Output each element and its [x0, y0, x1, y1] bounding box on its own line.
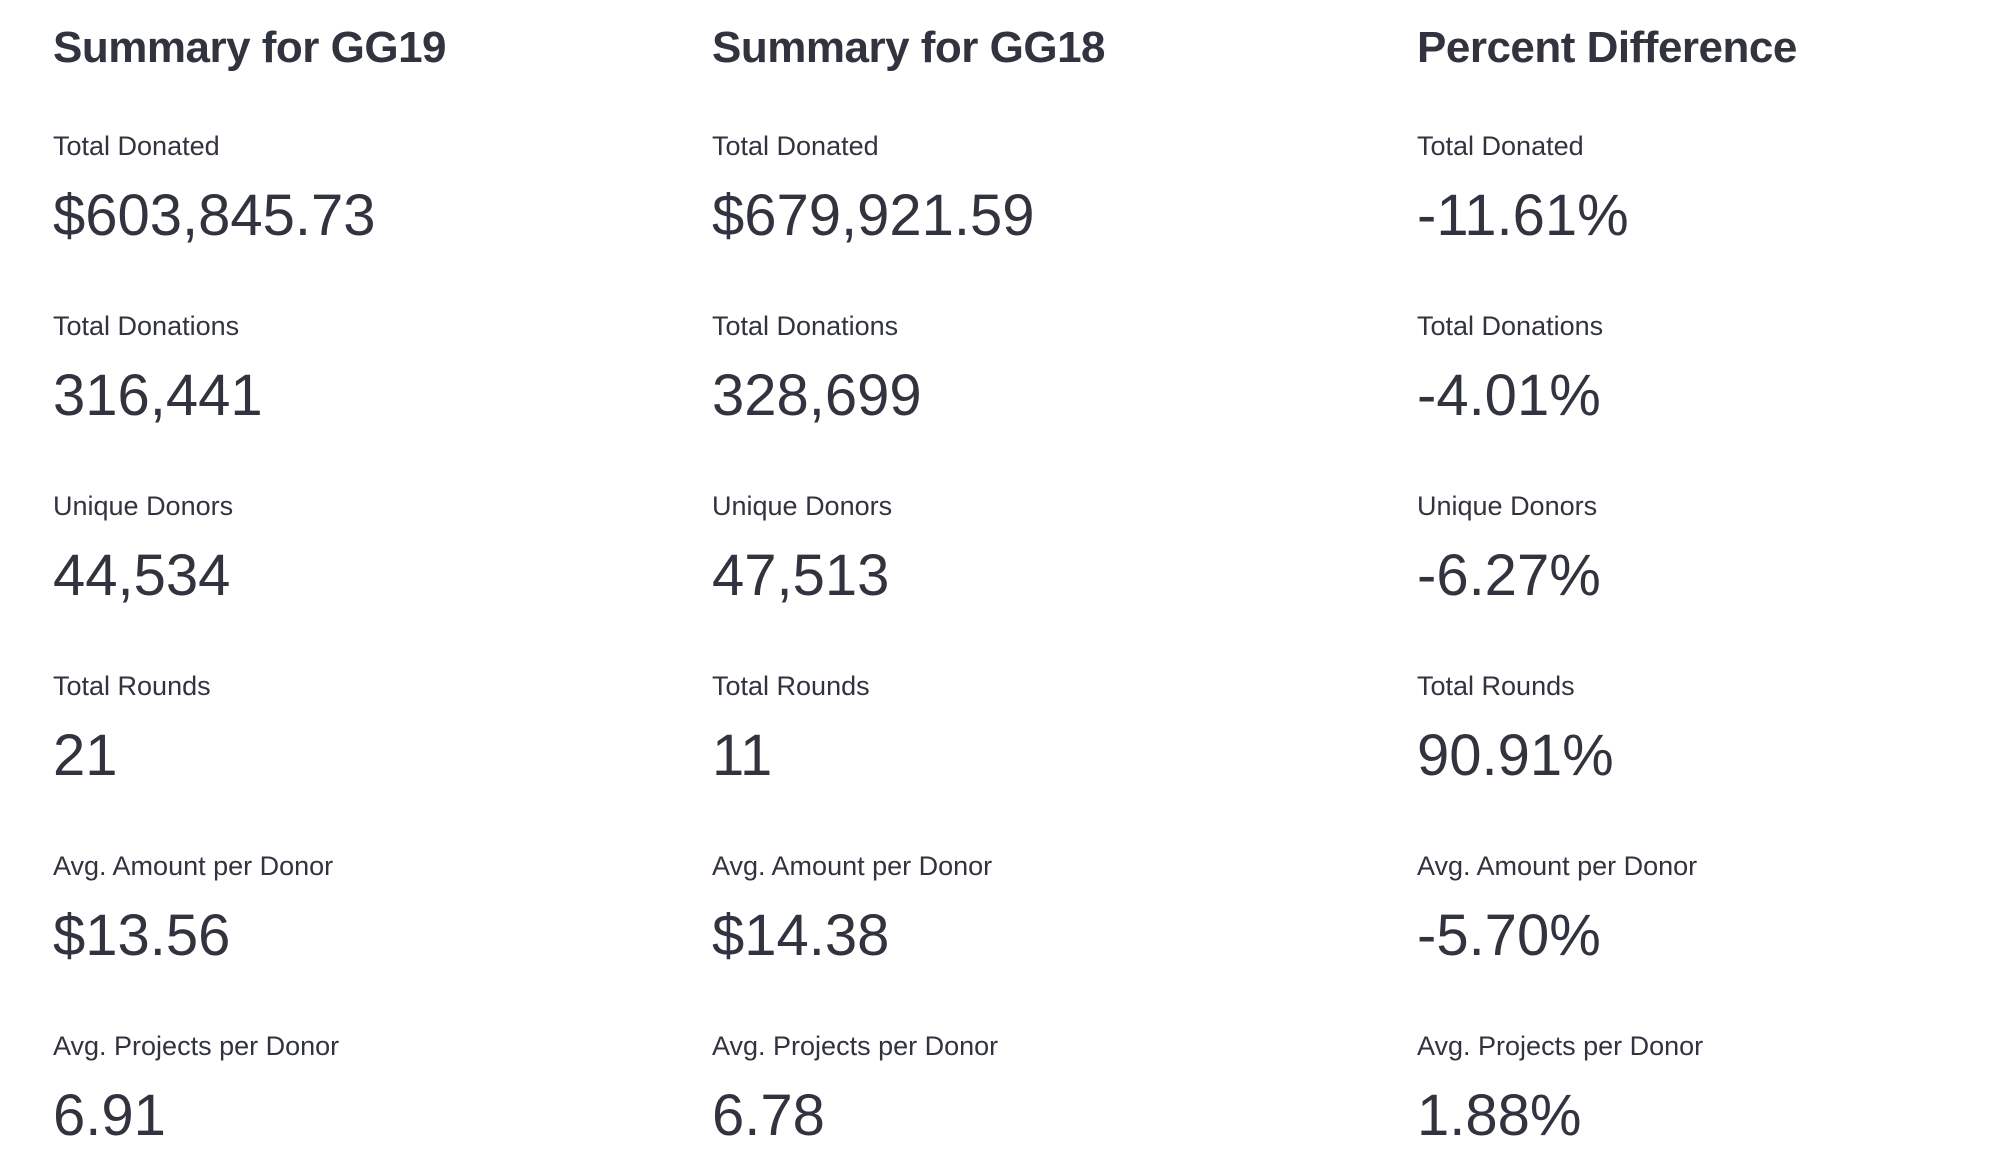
metric-label: Total Donated [1417, 131, 1584, 161]
metric-gg18-total-donated: Total Donated $679,921.59 [712, 128, 1035, 308]
metric-value: 44,534 [53, 543, 231, 608]
metric-diff-avg-amount-per-donor: Avg. Amount per Donor -5.70% [1417, 848, 1697, 1028]
summary-column-gg19: Summary for GG19 Total Donated $603,845.… [53, 20, 712, 1170]
metric-diff-total-donations: Total Donations -4.01% [1417, 308, 1603, 488]
metric-label: Avg. Projects per Donor [1417, 1031, 1704, 1061]
metric-gg18-total-donations: Total Donations 328,699 [712, 308, 922, 488]
metric-gg19-total-donated: Total Donated $603,845.73 [53, 128, 376, 308]
metric-gg19-avg-projects-per-donor: Avg. Projects per Donor 6.91 [53, 1028, 339, 1170]
summary-column-gg18: Summary for GG18 Total Donated $679,921.… [712, 20, 1417, 1170]
metric-label: Total Donations [53, 311, 240, 341]
column-title-gg19: Summary for GG19 [53, 23, 447, 72]
metric-label: Total Rounds [1417, 671, 1575, 701]
metric-gg18-avg-projects-per-donor: Avg. Projects per Donor 6.78 [712, 1028, 998, 1170]
metric-label: Unique Donors [1417, 491, 1598, 521]
metric-value: 6.91 [53, 1083, 166, 1148]
metric-label: Total Rounds [712, 671, 870, 701]
metric-value: 1.88% [1417, 1083, 1582, 1148]
metric-value: $14.38 [712, 903, 890, 968]
metric-gg19-total-rounds: Total Rounds 21 [53, 668, 211, 848]
metric-value: -5.70% [1417, 903, 1601, 968]
metric-label: Total Donations [712, 311, 899, 341]
metric-value: 6.78 [712, 1083, 825, 1148]
column-title-percent-difference: Percent Difference [1417, 23, 1797, 72]
metric-gg18-unique-donors: Unique Donors 47,513 [712, 488, 892, 668]
metric-value: $679,921.59 [712, 183, 1035, 248]
metric-gg19-avg-amount-per-donor: Avg. Amount per Donor $13.56 [53, 848, 333, 1028]
metric-value: 21 [53, 723, 118, 788]
metric-diff-unique-donors: Unique Donors -6.27% [1417, 488, 1601, 668]
metric-gg19-total-donations: Total Donations 316,441 [53, 308, 263, 488]
metric-value: $603,845.73 [53, 183, 376, 248]
metric-label: Unique Donors [53, 491, 234, 521]
metric-diff-avg-projects-per-donor: Avg. Projects per Donor 1.88% [1417, 1028, 1703, 1170]
metric-label: Avg. Projects per Donor [53, 1031, 340, 1061]
metric-gg18-avg-amount-per-donor: Avg. Amount per Donor $14.38 [712, 848, 992, 1028]
metric-diff-total-rounds: Total Rounds 90.91% [1417, 668, 1614, 848]
metric-value: 316,441 [53, 363, 263, 428]
metric-diff-total-donated: Total Donated -11.61% [1417, 128, 1629, 308]
metric-gg19-unique-donors: Unique Donors 44,534 [53, 488, 233, 668]
metric-label: Total Donations [1417, 311, 1604, 341]
metric-value: -4.01% [1417, 363, 1601, 428]
metric-value: $13.56 [53, 903, 231, 968]
metric-label: Avg. Amount per Donor [53, 851, 334, 881]
metric-label: Avg. Amount per Donor [712, 851, 993, 881]
metric-label: Total Donated [53, 131, 220, 161]
metric-value: 90.91% [1417, 723, 1614, 788]
metric-label: Total Donated [712, 131, 879, 161]
metric-label: Avg. Projects per Donor [712, 1031, 999, 1061]
column-title-gg18: Summary for GG18 [712, 23, 1106, 72]
metric-gg18-total-rounds: Total Rounds 11 [712, 668, 870, 848]
metric-value: 47,513 [712, 543, 890, 608]
metric-label: Avg. Amount per Donor [1417, 851, 1698, 881]
summary-column-percent-difference: Percent Difference Total Donated -11.61%… [1417, 20, 2012, 1170]
metric-label: Total Rounds [53, 671, 211, 701]
metric-value: 11 [712, 723, 773, 788]
metric-value: 328,699 [712, 363, 922, 428]
metric-label: Unique Donors [712, 491, 893, 521]
metric-value: -11.61% [1417, 183, 1629, 248]
metric-value: -6.27% [1417, 543, 1601, 608]
